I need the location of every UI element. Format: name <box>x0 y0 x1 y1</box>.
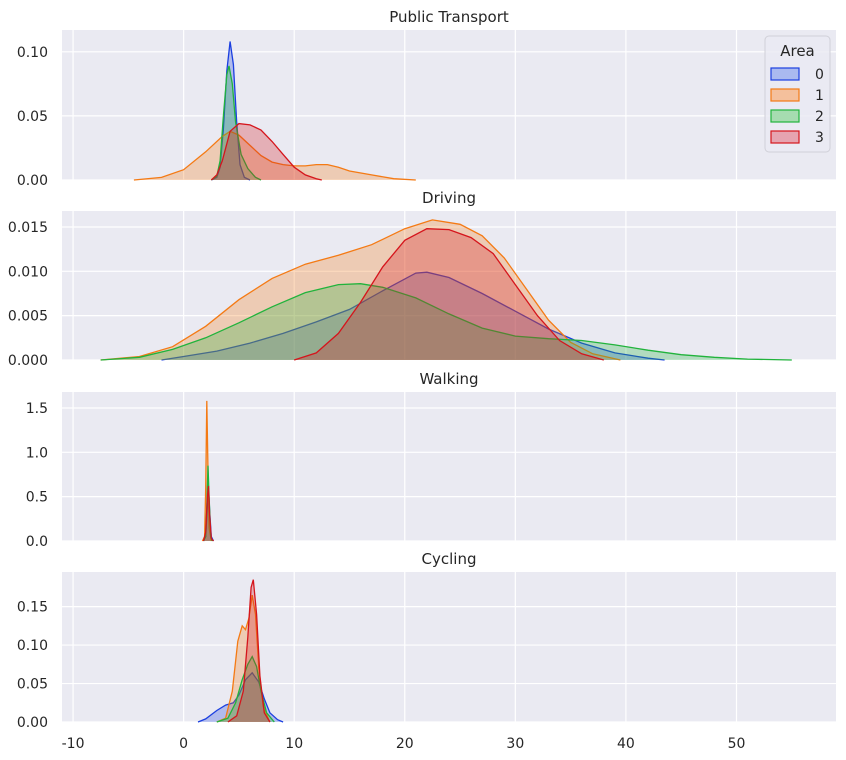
kde-line-area-2 <box>216 655 275 723</box>
panel-walking: 0.0 0.5 1.0 1.5 Walking <box>26 370 836 550</box>
legend-label: 0 <box>815 67 824 83</box>
y-tick-label: 0.15 <box>17 600 48 616</box>
kde-line-area-3 <box>227 579 271 723</box>
kde-fill-area-1 <box>133 131 416 180</box>
kde-fill-area-2 <box>203 465 213 541</box>
panel-cycling: 0.00 0.05 0.10 0.15 Cycling <box>17 550 836 731</box>
kde-fill-area-3 <box>294 228 604 360</box>
kde-line-area-0 <box>197 671 284 723</box>
kde-fill-area-3 <box>211 123 322 180</box>
y-tick-label: 0.0 <box>26 534 48 550</box>
legend-label: 1 <box>815 88 824 104</box>
plot-background <box>62 30 836 180</box>
x-tick-label: 10 <box>285 736 303 752</box>
kde-line-area-1 <box>133 130 416 181</box>
y-tick-label: 1.0 <box>26 445 48 461</box>
kde-fill-area-2 <box>100 283 792 360</box>
kde-line-area-3 <box>202 485 215 542</box>
legend-label: 3 <box>815 130 824 146</box>
kde-fill-area-1 <box>202 400 212 541</box>
legend-title: Area <box>780 42 815 60</box>
legend-swatch-area-1 <box>770 88 800 102</box>
legend-label: 2 <box>815 109 824 125</box>
panel-title: Walking <box>419 370 478 388</box>
kde-line-area-0 <box>161 271 665 361</box>
y-tick-label: 0.00 <box>17 715 48 731</box>
x-tick-label: 20 <box>396 736 414 752</box>
y-tick-label: 0.005 <box>8 309 48 325</box>
x-tick-label: -10 <box>62 736 85 752</box>
x-tick-label: 40 <box>617 736 635 752</box>
kde-fill-area-0 <box>211 41 250 180</box>
legend-swatch-area-0 <box>770 67 800 81</box>
x-tick-label: 50 <box>728 736 746 752</box>
panel-title: Public Transport <box>389 8 509 26</box>
y-tick-label: 0.10 <box>17 45 48 61</box>
x-tick-label: 30 <box>506 736 524 752</box>
panel-public-transport: 0.00 0.05 0.10 Public Transport <box>17 8 836 189</box>
kde-fill-area-2 <box>211 65 261 180</box>
y-tick-label: 0.015 <box>8 220 48 236</box>
plot-background <box>62 392 836 541</box>
kde-fill-area-1 <box>100 219 621 360</box>
panel-title: Cycling <box>422 550 477 568</box>
y-tick-label: 0.010 <box>8 264 48 280</box>
kde-line-area-1 <box>100 219 621 361</box>
x-tick-label: 0 <box>179 736 188 752</box>
y-tick-label: 0.10 <box>17 638 48 654</box>
y-tick-label: 0.000 <box>8 353 48 369</box>
y-tick-label: 0.00 <box>17 173 48 189</box>
y-tick-label: 0.05 <box>17 109 48 125</box>
y-tick-label: 0.5 <box>26 490 48 506</box>
legend-swatch-area-3 <box>770 130 800 144</box>
kde-line-area-2 <box>210 65 262 181</box>
panel-driving: 0.000 0.005 0.010 0.015 Driving <box>8 189 836 369</box>
legend-swatch-area-2 <box>770 109 800 123</box>
y-tick-label: 1.5 <box>26 401 48 417</box>
kde-fill-area-2 <box>216 656 275 722</box>
plot-background <box>62 572 836 722</box>
kde-line-area-3 <box>210 122 322 181</box>
kde-fill-area-3 <box>227 579 270 722</box>
kde-fill-area-1 <box>216 595 270 722</box>
y-tick-label: 0.05 <box>17 677 48 693</box>
kde-line-area-3 <box>294 228 604 361</box>
panel-title: Driving <box>422 189 476 207</box>
kde-line-area-2 <box>100 283 792 361</box>
